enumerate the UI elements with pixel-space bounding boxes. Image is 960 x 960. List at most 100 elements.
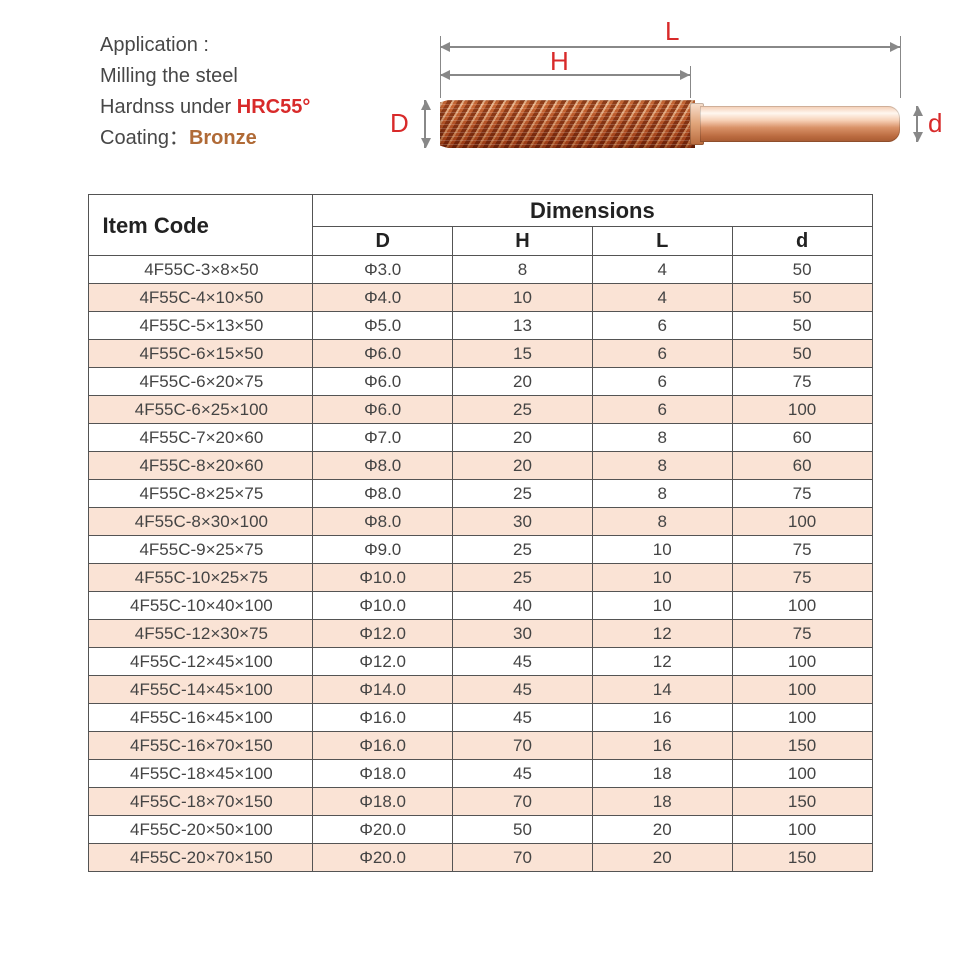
cell-H: 30 [453,620,593,648]
shank-icon [700,106,900,142]
th-col-H: H [453,227,593,256]
cell-code: 4F55C-18×45×100 [88,760,313,788]
cell-L: 8 [592,480,732,508]
cell-d: 100 [732,816,872,844]
cell-d: 75 [732,536,872,564]
cell-code: 4F55C-8×25×75 [88,480,313,508]
table-row: 4F55C-10×40×100Φ10.04010100 [88,592,872,620]
cell-code: 4F55C-9×25×75 [88,536,313,564]
cell-L: 4 [592,256,732,284]
cell-L: 18 [592,760,732,788]
cell-H: 70 [453,788,593,816]
cell-D: Φ14.0 [313,676,453,704]
table-row: 4F55C-5×13×50Φ5.013650 [88,312,872,340]
cell-H: 50 [453,816,593,844]
coating-line: Coating：Bronze [100,123,370,154]
coating-value: Bronze [189,127,257,149]
cell-code: 4F55C-16×70×150 [88,732,313,760]
cell-L: 8 [592,508,732,536]
table-row: 4F55C-18×70×150Φ18.07018150 [88,788,872,816]
cell-H: 13 [453,312,593,340]
table-row: 4F55C-12×45×100Φ12.04512100 [88,648,872,676]
cell-code: 4F55C-4×10×50 [88,284,313,312]
cell-D: Φ20.0 [313,816,453,844]
cell-code: 4F55C-12×45×100 [88,648,313,676]
dim-line-D [424,100,426,148]
cell-code: 4F55C-6×20×75 [88,368,313,396]
cell-code: 4F55C-14×45×100 [88,676,313,704]
cell-d: 100 [732,648,872,676]
cell-d: 100 [732,704,872,732]
cell-L: 16 [592,704,732,732]
cell-D: Φ4.0 [313,284,453,312]
cell-H: 25 [453,536,593,564]
cell-d: 100 [732,676,872,704]
cell-code: 4F55C-8×30×100 [88,508,313,536]
cell-D: Φ18.0 [313,760,453,788]
dim-label-d: d [928,108,942,139]
cell-L: 16 [592,732,732,760]
ext-line [900,36,901,98]
cell-d: 60 [732,452,872,480]
cell-d: 150 [732,844,872,872]
cell-code: 4F55C-10×25×75 [88,564,313,592]
cell-H: 20 [453,424,593,452]
table-row: 4F55C-16×45×100Φ16.04516100 [88,704,872,732]
table-row: 4F55C-12×30×75Φ12.0301275 [88,620,872,648]
dim-line-d [916,106,918,142]
flutes-icon [440,100,695,148]
cell-D: Φ10.0 [313,564,453,592]
cell-L: 6 [592,396,732,424]
cell-D: Φ10.0 [313,592,453,620]
cell-code: 4F55C-20×50×100 [88,816,313,844]
application-line2: Hardnss under HRC55° [100,92,370,123]
cell-L: 8 [592,424,732,452]
cell-L: 12 [592,620,732,648]
cell-L: 6 [592,368,732,396]
cell-d: 60 [732,424,872,452]
cell-code: 4F55C-3×8×50 [88,256,313,284]
cell-d: 75 [732,480,872,508]
cell-D: Φ6.0 [313,368,453,396]
cell-d: 50 [732,284,872,312]
cell-L: 10 [592,592,732,620]
cell-D: Φ18.0 [313,788,453,816]
cell-L: 20 [592,816,732,844]
dim-label-H: H [550,46,569,77]
cell-d: 150 [732,732,872,760]
cell-H: 45 [453,648,593,676]
cell-H: 8 [453,256,593,284]
cell-L: 8 [592,452,732,480]
cell-d: 100 [732,760,872,788]
table-row: 4F55C-8×30×100Φ8.0308100 [88,508,872,536]
endmill-diagram: L H D d [380,30,940,170]
cell-D: Φ20.0 [313,844,453,872]
table-row: 4F55C-16×70×150Φ16.07016150 [88,732,872,760]
cell-code: 4F55C-6×25×100 [88,396,313,424]
cell-code: 4F55C-5×13×50 [88,312,313,340]
cell-L: 10 [592,564,732,592]
application-line1: Milling the steel [100,61,370,92]
cell-L: 14 [592,676,732,704]
cell-D: Φ3.0 [313,256,453,284]
dimensions-table: Item Code Dimensions DHLd 4F55C-3×8×50Φ3… [88,194,873,872]
hrc-value: HRC55° [237,96,311,118]
cell-d: 75 [732,368,872,396]
cell-D: Φ6.0 [313,396,453,424]
cell-d: 100 [732,592,872,620]
endmill-icon [440,100,900,148]
header: Application : Milling the steel Hardnss … [0,0,960,180]
cell-D: Φ5.0 [313,312,453,340]
table-row: 4F55C-6×25×100Φ6.0256100 [88,396,872,424]
cell-L: 6 [592,340,732,368]
cell-code: 4F55C-12×30×75 [88,620,313,648]
cell-d: 50 [732,340,872,368]
cell-H: 10 [453,284,593,312]
cell-L: 18 [592,788,732,816]
cell-D: Φ12.0 [313,648,453,676]
dim-label-L: L [665,16,679,47]
cell-D: Φ16.0 [313,732,453,760]
cell-d: 100 [732,396,872,424]
hardness-prefix: Hardnss under [100,96,237,118]
table-row: 4F55C-20×70×150Φ20.07020150 [88,844,872,872]
